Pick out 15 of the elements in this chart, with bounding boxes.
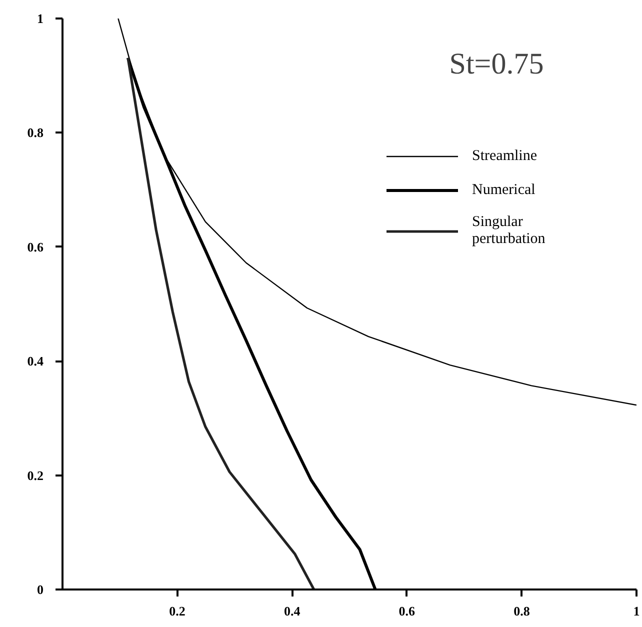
y-tick-label: 0.2 [27, 468, 44, 483]
x-tick-label: 0.8 [514, 604, 530, 618]
legend-label: Numerical [472, 181, 536, 199]
text: St=0.75 [449, 48, 544, 80]
legend-label: Streamline [472, 147, 537, 165]
x-tick-label: 0.6 [398, 604, 416, 618]
x-tick-label: 0.2 [169, 604, 186, 618]
x-tick-label: 1 [633, 604, 640, 618]
x-tick-label: 0.4 [284, 604, 301, 618]
y-tick-label: 0 [37, 582, 44, 597]
legend-label: Singular perturbation [472, 214, 546, 248]
y-tick-label: 0.8 [27, 125, 44, 140]
y-tick-label: 1 [37, 11, 44, 26]
y-tick-label: 0.6 [27, 239, 44, 254]
y-tick-label: 0.4 [27, 354, 44, 369]
